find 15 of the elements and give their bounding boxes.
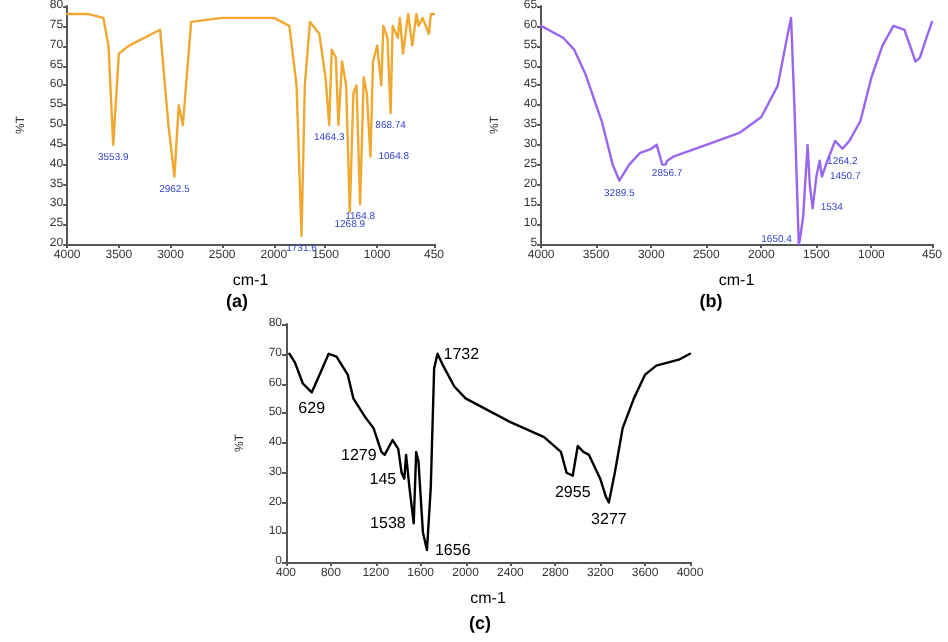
annotation: 145 [369,469,398,488]
line-series [65,12,436,238]
text: (a) [226,291,248,311]
annotation: 1732 [443,344,481,363]
annotation: 1279 [341,445,378,464]
x-axis-title: cm-1 [232,270,270,289]
x-axis-title: cm-1 [718,270,756,289]
text: (c) [469,613,491,633]
annotation: 3277 [591,509,628,528]
annotation: 629 [298,399,327,418]
annotation: 2955 [554,482,592,501]
x-axis-title: cm-1 [470,588,507,607]
annotation: 1538 [370,514,407,533]
annotation: 1656 [434,541,472,560]
text: (b) [699,291,723,311]
